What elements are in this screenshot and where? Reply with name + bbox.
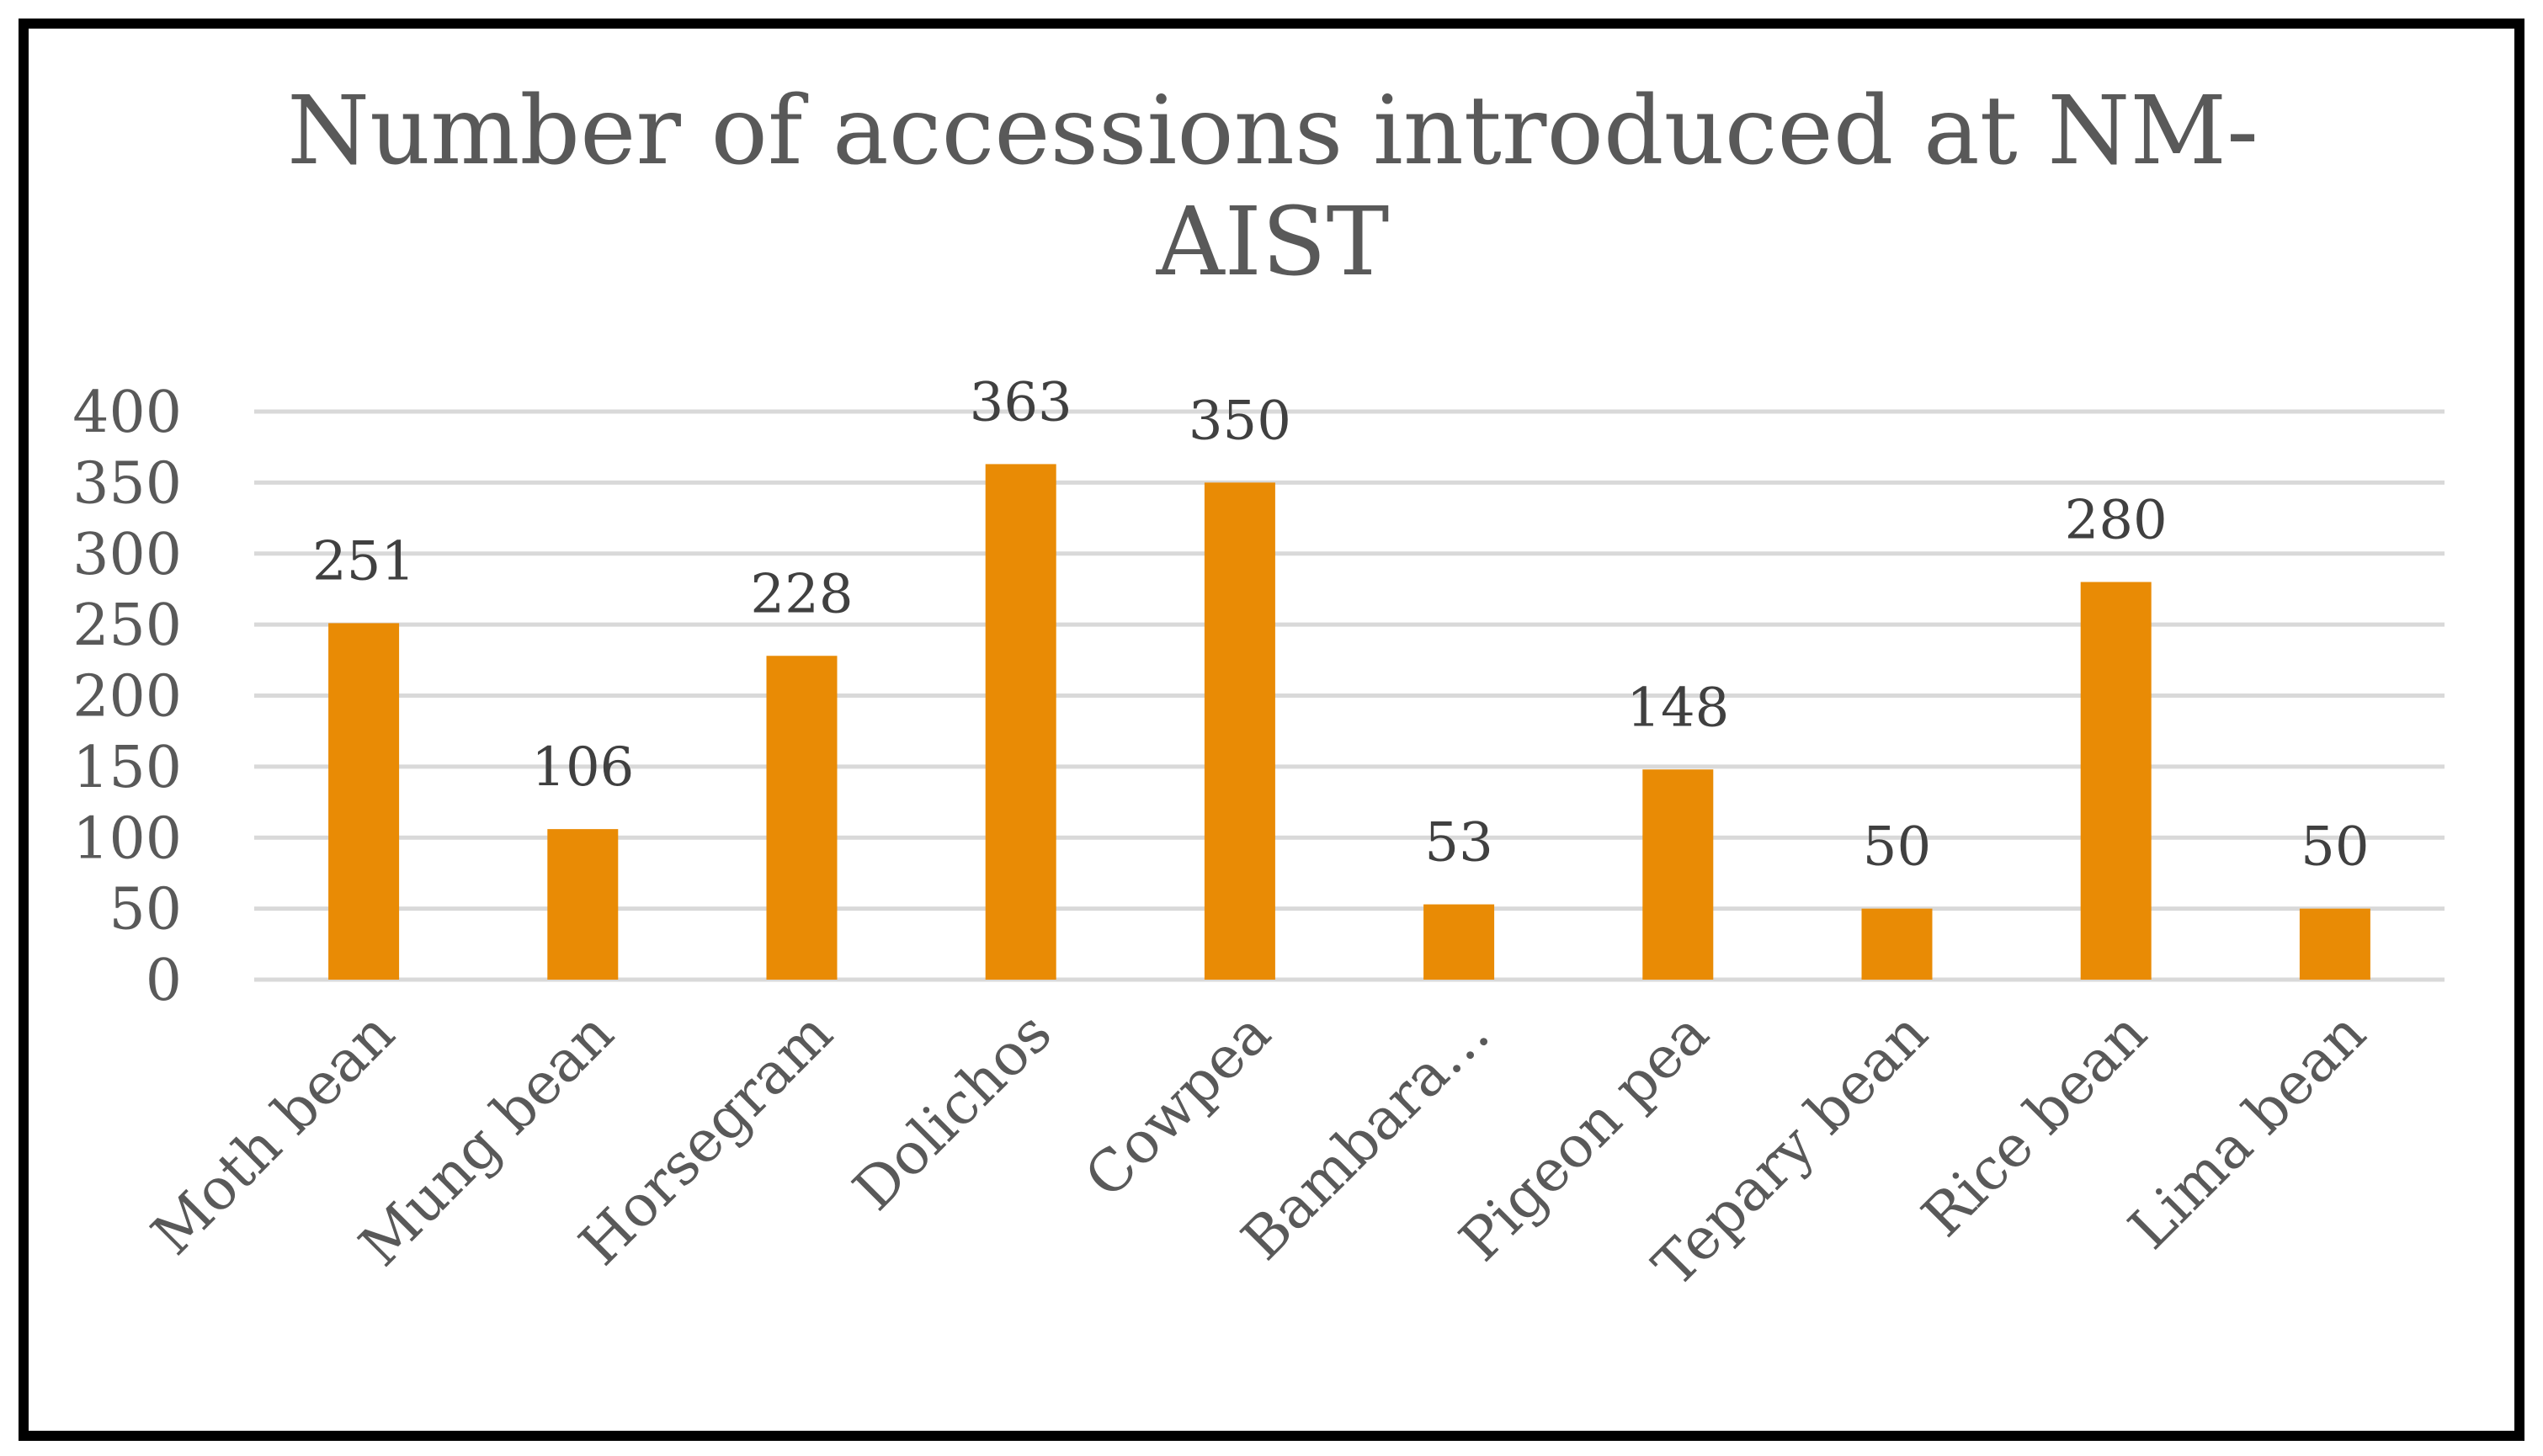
y-tick-label: 400: [72, 380, 182, 446]
x-category-label: Cowpea: [1072, 1000, 1284, 1211]
data-labels: 251 106 228 363 350 53 148 50 280 50: [312, 371, 2370, 878]
y-tick-label: 300: [72, 522, 182, 588]
chart-title-line-2: AIST: [1156, 188, 1390, 297]
bar-horsegram: [766, 656, 838, 980]
bar-mung-bean: [547, 829, 619, 980]
bar-dolichos: [985, 464, 1056, 980]
chart-title-line-1: Number of accessions introduced at NM-: [287, 77, 2258, 186]
bar-rice-bean: [2080, 582, 2152, 980]
data-label: 50: [2301, 816, 2369, 879]
data-label: 53: [1424, 812, 1492, 874]
y-tick-label: 0: [146, 948, 182, 1014]
data-label: 106: [531, 736, 634, 799]
y-tick-label: 100: [72, 805, 182, 872]
bar-tepary-bean: [1861, 908, 1933, 980]
data-label: 251: [312, 530, 415, 592]
data-label: 50: [1863, 816, 1931, 879]
data-label: 148: [1626, 677, 1729, 739]
gridlines: [254, 409, 2445, 982]
bar-pigeon-pea: [1642, 769, 1714, 980]
bar-cowpea: [1204, 482, 1275, 980]
y-tick-label: 150: [72, 735, 182, 801]
y-tick-label: 350: [72, 450, 182, 517]
bar-chart: Number of accessions introduced at NM- A…: [72, 77, 2445, 1300]
data-label: 350: [1189, 390, 1291, 452]
data-label: 280: [2065, 490, 2168, 552]
data-label: 228: [750, 563, 853, 625]
bar-lima-bean: [2299, 908, 2370, 980]
y-tick-label: 50: [109, 877, 182, 943]
y-tick-label: 200: [72, 664, 182, 731]
data-label: 363: [970, 371, 1072, 433]
x-category-label: Lima bean: [2116, 1000, 2379, 1262]
bars: [328, 464, 2370, 980]
bar-moth-bean: [328, 623, 400, 980]
bar-bambara: [1423, 904, 1495, 980]
y-tick-label: 250: [72, 592, 182, 659]
chart-frame: Number of accessions introduced at NM- A…: [19, 19, 2524, 1441]
x-category-label: Dolichos: [841, 1000, 1065, 1224]
